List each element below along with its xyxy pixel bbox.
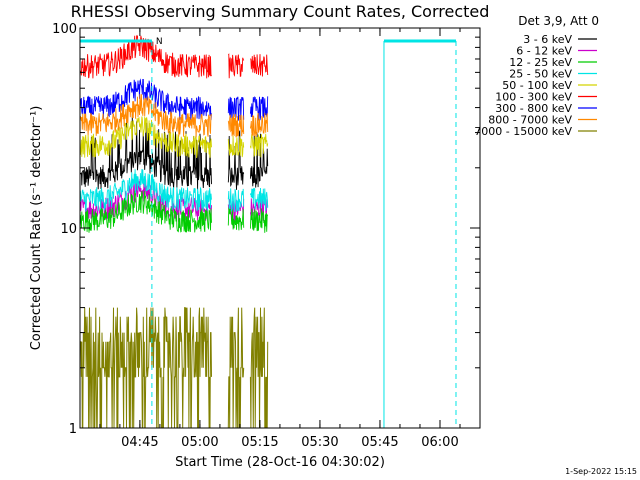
legend-entry-label: 100 - 300 keV	[495, 91, 572, 104]
legend-entry-label: 800 - 7000 keV	[488, 114, 572, 127]
series-line	[79, 190, 269, 233]
series-line	[79, 169, 269, 212]
x-axis-label: Start Time (28-Oct-16 04:30:02)	[175, 455, 385, 470]
x-tick-label: 05:45	[361, 435, 398, 450]
legend-title: Det 3,9, Att 0	[518, 14, 599, 28]
legend-entry-label: 3 - 6 keV	[523, 33, 572, 46]
y-tick-label: 1	[69, 422, 77, 437]
legend-entry-label: 300 - 800 keV	[495, 102, 572, 115]
axis-ticks: 04:45 05:00 05:15 05:30 05:45 06:00 1 10 100	[52, 22, 481, 450]
series-line	[80, 113, 269, 190]
series-line	[79, 78, 269, 121]
legend-entry-label: 50 - 100 keV	[502, 79, 572, 92]
legend-entry-label: 7000 - 15000 keV	[474, 125, 572, 138]
footer-date: 1-Sep-2022 15:15	[565, 467, 637, 476]
x-tick-label: 06:00	[421, 435, 458, 450]
annotation-flag-label: N	[156, 37, 163, 47]
x-tick-label: 05:30	[301, 435, 338, 450]
x-tick-label: 05:00	[181, 435, 218, 450]
chart-title: RHESSI Observing Summary Count Rates, Co…	[71, 2, 490, 21]
legend-entry-label: 6 - 12 keV	[516, 45, 572, 58]
y-tick-label: 100	[52, 22, 77, 37]
y-tick-label: 10	[60, 222, 77, 237]
x-tick-label: 04:45	[121, 435, 158, 450]
y-axis-label: Corrected Count Rate (s⁻¹ detector⁻¹)	[29, 106, 44, 351]
series-line	[79, 94, 269, 138]
legend-entry-label: 25 - 50 keV	[509, 68, 572, 81]
series-line	[79, 115, 269, 159]
data-layer: N	[79, 34, 457, 429]
x-tick-label: 05:15	[241, 435, 278, 450]
series-line	[80, 307, 269, 429]
series-line	[80, 34, 269, 79]
legend-entry-label: 12 - 25 keV	[509, 56, 572, 69]
